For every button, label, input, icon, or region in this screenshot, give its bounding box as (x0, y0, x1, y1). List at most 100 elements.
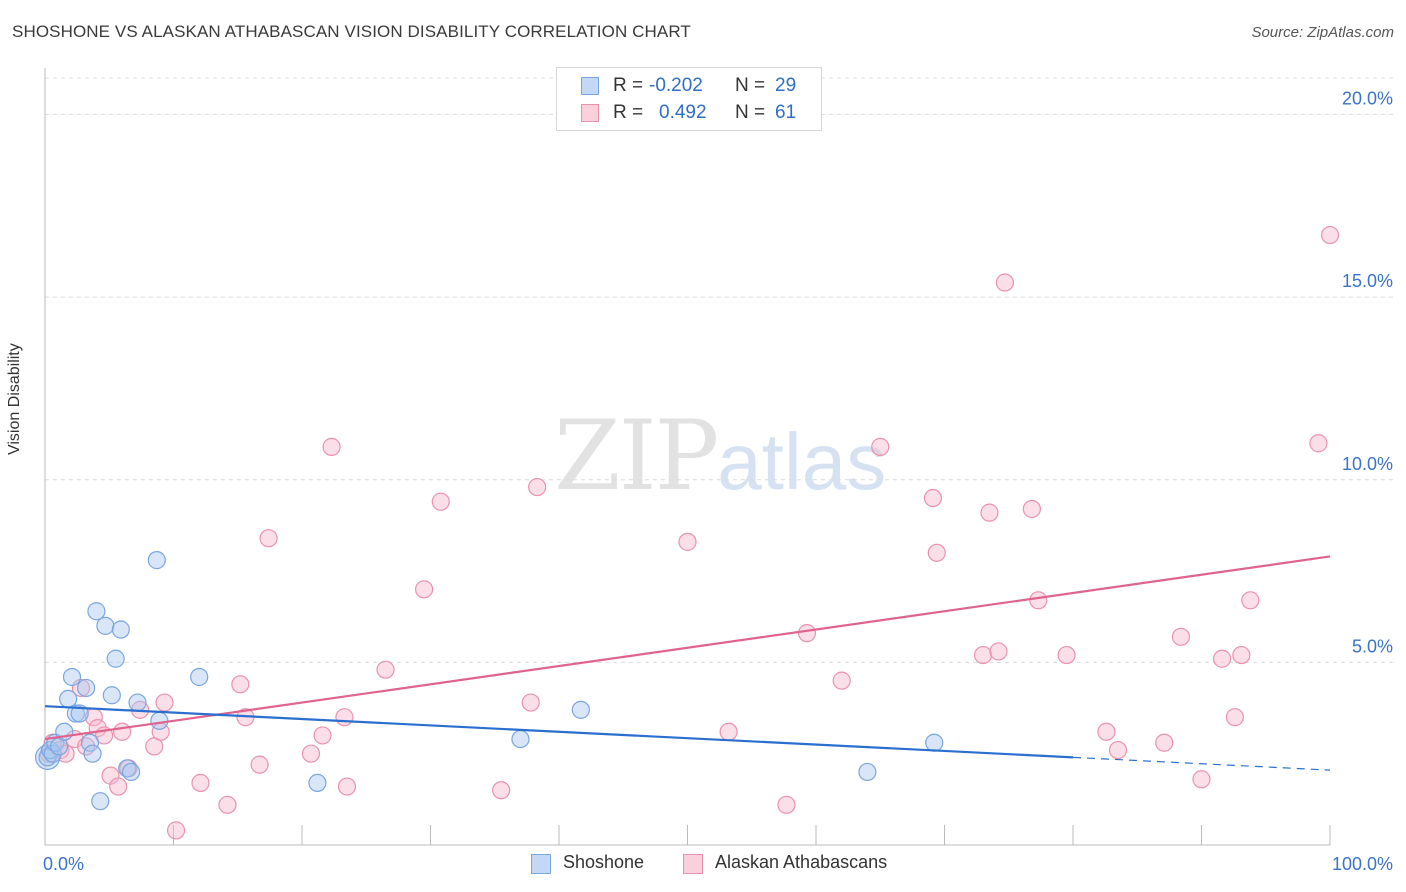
legend-shoshone-swatch (531, 854, 551, 874)
athabascan-point-23 (250, 755, 269, 774)
athabascan-point-38 (777, 795, 796, 814)
axes (44, 68, 1331, 846)
shoshone-point-8 (66, 704, 85, 723)
athabascan-point-18 (166, 821, 186, 840)
athabascan-point-52 (1108, 740, 1128, 760)
athabascan-point-56 (1212, 649, 1232, 668)
athabascan-point-61 (1320, 225, 1340, 245)
athabascan-point-21 (231, 675, 250, 694)
athabascan-point-45 (980, 503, 999, 522)
athabascan-point-32 (431, 492, 450, 511)
x-tick-labels: 0.0% 100.0% (43, 854, 1393, 874)
athabascan-point-30 (376, 660, 395, 679)
athabascan-point-55 (1192, 770, 1211, 789)
athabascan-trend-line (44, 555, 1331, 741)
athabascan-points (39, 225, 1340, 840)
legend: Shoshone Alaskan Athabascans (0, 852, 1406, 878)
athabascan-point-47 (995, 273, 1014, 292)
athabascan-point-44 (973, 645, 993, 665)
shoshone-r-label: R = (613, 75, 644, 96)
shoshone-point-12 (83, 744, 102, 763)
shoshone-point-7 (62, 667, 82, 687)
athabascan-point-26 (313, 726, 332, 745)
athabascan-point-60 (1309, 434, 1328, 453)
shoshone-point-26 (511, 729, 530, 749)
athabascan-point-46 (989, 642, 1008, 661)
shoshone-point-25 (308, 773, 327, 793)
athabascan-point-49 (1029, 591, 1048, 610)
y-tick-label-3: 20.0% (1342, 89, 1393, 109)
athabascan-point-34 (521, 693, 540, 712)
athabascan-point-35 (528, 477, 547, 497)
x-tick-label-min: 0.0% (43, 854, 84, 874)
athabascan-point-57 (1225, 708, 1245, 727)
athabascan-point-20 (218, 795, 237, 814)
athabascan-point-50 (1057, 645, 1076, 665)
shoshone-point-15 (96, 616, 115, 635)
athabascan-point-25 (301, 744, 321, 763)
legend-shoshone-label: Shoshone (563, 852, 645, 872)
shoshone-point-17 (106, 649, 125, 668)
shoshone-point-27 (571, 700, 590, 719)
athabascan-point-51 (1097, 722, 1116, 741)
athabascan-point-29 (337, 777, 357, 796)
shoshone-n-label: N = (735, 75, 766, 96)
shoshone-point-10 (77, 678, 96, 698)
athabascan-point-33 (492, 781, 511, 800)
shoshone-point-9 (70, 704, 89, 723)
y-tick-label-1: 10.0% (1342, 454, 1393, 474)
legend-athabascan-label: Alaskan Athabascans (715, 852, 888, 872)
athabascan-n-label: N = (735, 102, 766, 123)
watermark-atlas: atlas (717, 417, 887, 506)
x-tick-label-max: 100.0% (1332, 854, 1393, 874)
athabascan-point-12 (112, 722, 132, 741)
shoshone-point-20 (121, 762, 141, 782)
shoshone-point-13 (87, 602, 106, 621)
shoshone-swatch (581, 77, 599, 95)
shoshone-point-14 (91, 792, 110, 811)
stats-box: R = -0.202 N = 29 R = 0.492 N = 61 (556, 67, 822, 131)
shoshone-point-18 (111, 620, 130, 639)
y-tick-labels: 5.0% 10.0% 15.0% 20.0% (1342, 89, 1393, 657)
athabascan-n-value: 61 (775, 102, 797, 123)
athabascan-r-label: R = (613, 102, 644, 123)
athabascan-point-48 (1022, 499, 1041, 519)
athabascan-point-53 (1155, 733, 1174, 752)
athabascan-point-39 (797, 624, 817, 643)
athabascan-point-37 (719, 722, 738, 741)
athabascan-point-42 (923, 488, 943, 508)
athabascan-point-54 (1171, 627, 1191, 646)
shoshone-point-23 (150, 711, 169, 730)
shoshone-point-28 (858, 762, 877, 782)
shoshone-point-21 (128, 693, 147, 712)
legend-athabascan-swatch (683, 854, 703, 874)
shoshone-point-11 (80, 733, 100, 752)
y-tick-label-2: 15.0% (1342, 271, 1393, 291)
shoshone-trend-extension (1072, 756, 1331, 771)
athabascan-swatch (581, 104, 599, 122)
athabascan-point-11 (109, 777, 128, 796)
shoshone-point-29 (925, 733, 944, 752)
shoshone-point-2 (43, 744, 62, 763)
shoshone-point-16 (102, 686, 121, 705)
athabascan-point-17 (155, 693, 174, 712)
watermark: ZIPatlas (554, 400, 886, 512)
athabascan-point-58 (1232, 645, 1251, 665)
y-tick-label-0: 5.0% (1352, 636, 1393, 656)
athabascan-point-28 (335, 708, 354, 727)
athabascan-point-40 (832, 671, 851, 690)
trend-lines (44, 555, 1331, 771)
athabascan-point-19 (191, 773, 210, 793)
athabascan-point-36 (678, 532, 697, 551)
shoshone-n-value: 29 (775, 75, 797, 96)
athabascan-point-27 (322, 437, 341, 456)
watermark-zip: ZIP (554, 400, 719, 512)
athabascan-point-43 (927, 543, 946, 562)
athabascan-point-59 (1241, 591, 1260, 610)
shoshone-points (34, 551, 944, 811)
chart-title: SHOSHONE VS ALASKAN ATHABASCAN VISION DI… (12, 22, 691, 41)
shoshone-point-24 (190, 667, 209, 687)
grid-lines (45, 77, 1393, 663)
shoshone-r-value: -0.202 (649, 75, 703, 96)
